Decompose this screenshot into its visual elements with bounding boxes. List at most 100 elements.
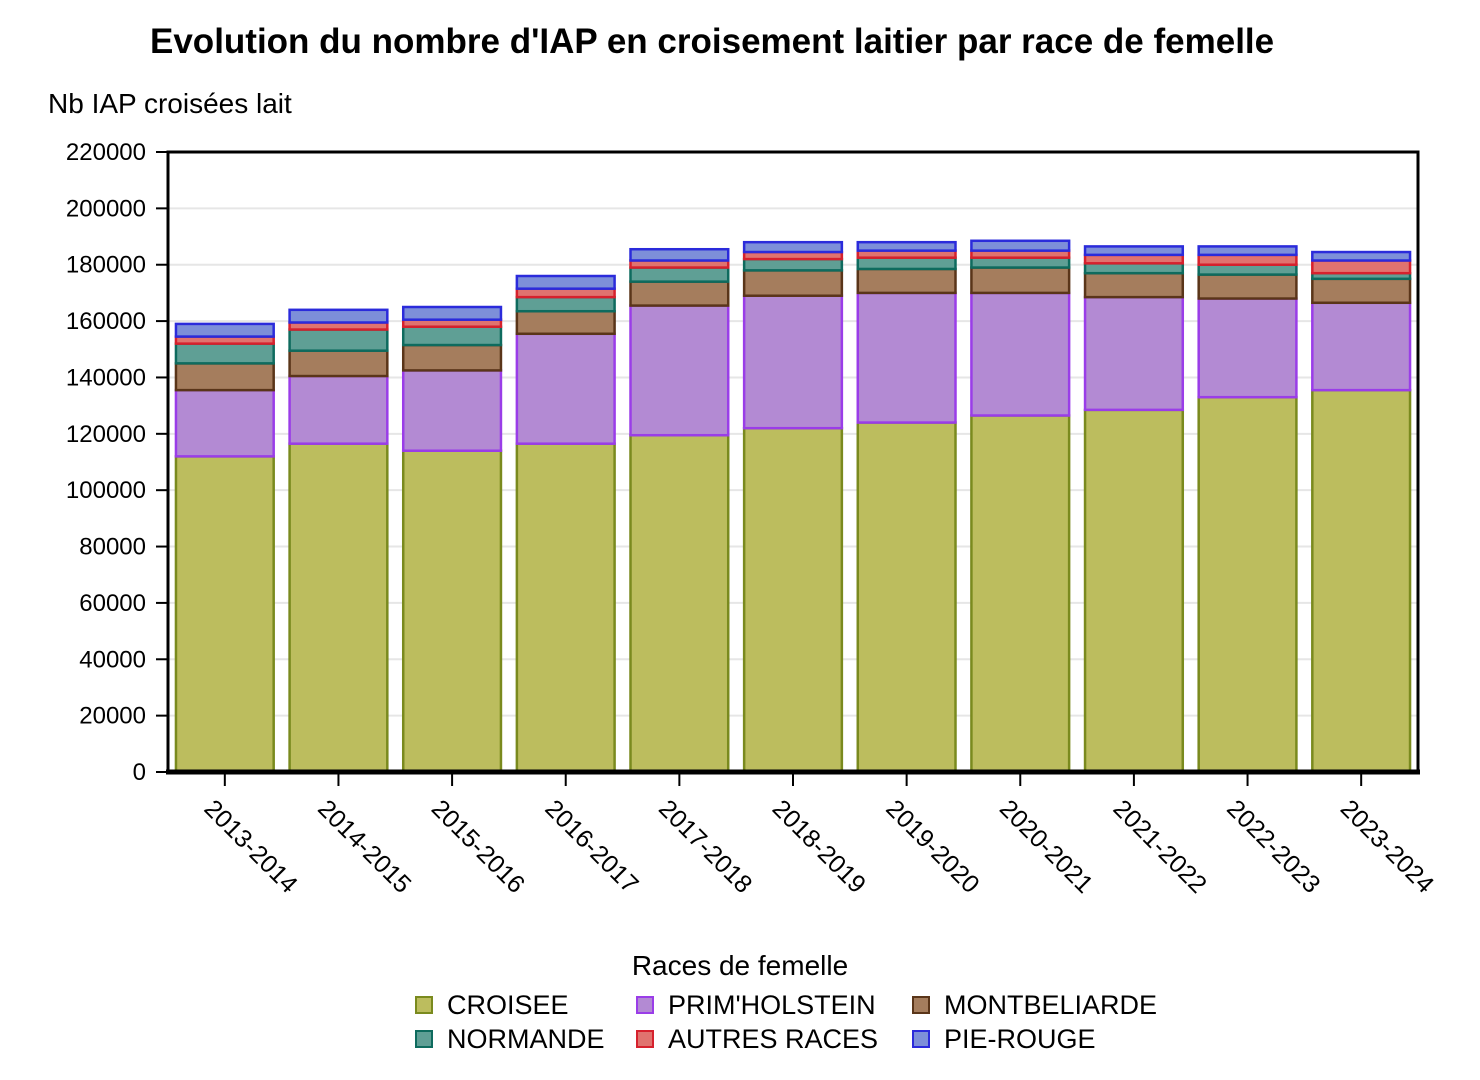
bar-segment-prim-holstein <box>629 304 730 437</box>
bar-stacks <box>174 239 1412 774</box>
y-tick-label: 20000 <box>79 703 146 730</box>
bar-segment-normande <box>401 325 503 347</box>
bar-segment-prim-holstein <box>401 369 503 452</box>
legend-swatch <box>636 996 654 1014</box>
bar-segment-normande <box>1197 263 1298 276</box>
x-axis: 2013-2014 2014-2015 2015-2016 2016-2017 2017… <box>199 772 1439 899</box>
x-tick-label: 2013-2014 <box>199 794 303 898</box>
y-axis-title: Nb IAP croisées lait <box>48 88 292 119</box>
bar-segment-croisee <box>742 426 844 774</box>
bar-segment-pie-rouge <box>1083 245 1185 257</box>
x-tick-label: 2019-2020 <box>880 794 984 898</box>
x-tick-label: 2014-2015 <box>312 794 416 898</box>
bar-segment-autres-races <box>515 287 616 299</box>
bar-segment-croisee <box>970 414 1071 774</box>
bar-segment-croisee <box>174 455 275 774</box>
legend-swatch <box>636 1030 654 1048</box>
bar-segment-montbeliarde <box>401 343 503 372</box>
x-tick-label: 2021-2022 <box>1108 794 1212 898</box>
y-tick-label: 200000 <box>66 195 146 222</box>
legend-item-normande: NORMANDE <box>415 1024 605 1054</box>
bar-segment-croisee <box>288 442 389 774</box>
bar-segment-montbeliarde <box>629 280 730 307</box>
bar-segment-pie-rouge <box>174 322 275 338</box>
bar-segment-croisee <box>401 449 503 774</box>
x-tick-label: 2017-2018 <box>653 794 757 898</box>
bar-stack-2022-2023 <box>1197 245 1298 774</box>
bar-segment-croisee <box>1083 408 1185 774</box>
bar-segment-prim-holstein <box>1197 297 1298 399</box>
y-tick-label: 140000 <box>66 364 146 391</box>
y-tick-label: 180000 <box>66 252 146 279</box>
legend-label: AUTRES RACES <box>668 1023 879 1054</box>
legend-label: PRIM'HOLSTEIN <box>668 989 876 1020</box>
y-tick-label: 220000 <box>66 139 146 166</box>
bar-segment-pie-rouge <box>742 240 844 254</box>
bar-segment-prim-holstein <box>1083 295 1185 412</box>
x-tick-label: 2020-2021 <box>994 794 1098 898</box>
bar-segment-normande <box>856 256 957 271</box>
y-tick-label: 0 <box>133 759 146 786</box>
legend-item-autres-races: AUTRES RACES <box>636 1024 878 1054</box>
x-tick-label: 2022-2023 <box>1221 794 1325 898</box>
bar-stack-2021-2022 <box>1083 245 1185 774</box>
bar-segment-normande <box>742 257 844 272</box>
legend-title: Races de femelle <box>631 950 849 981</box>
bar-segment-croisee <box>629 433 730 774</box>
bar-stack-2017-2018 <box>629 247 730 774</box>
y-tick-label: 80000 <box>79 534 146 561</box>
legend-swatch <box>415 996 433 1014</box>
x-tick-label: 2015-2016 <box>426 794 530 898</box>
bar-segment-croisee <box>1197 395 1298 774</box>
bar-segment-montbeliarde <box>174 362 275 392</box>
bar-stack-2014-2015 <box>288 308 389 774</box>
bar-stack-2018-2019 <box>742 240 844 774</box>
x-tick-label: 2018-2019 <box>767 794 871 898</box>
bar-segment-montbeliarde <box>288 349 389 378</box>
x-tick-label: 2023-2024 <box>1335 794 1439 898</box>
legend-item-croisee: CROISEE <box>415 990 569 1020</box>
bar-segment-croisee <box>1311 388 1412 774</box>
bar-segment-prim-holstein <box>1311 301 1412 392</box>
legend-label: PIE-ROUGE <box>944 1023 1096 1054</box>
y-tick-label: 160000 <box>66 308 146 335</box>
legend-item-montbeliarde: MONTBELIARDE <box>912 990 1157 1020</box>
x-tick-label: 2016-2017 <box>539 794 643 898</box>
bar-segment-autres-races <box>1083 253 1185 265</box>
bar-segment-prim-holstein <box>174 388 275 458</box>
bar-segment-pie-rouge <box>1197 245 1298 257</box>
bar-segment-montbeliarde <box>1197 273 1298 300</box>
bar-segment-montbeliarde <box>856 267 957 295</box>
bar-segment-montbeliarde <box>1083 271 1185 299</box>
legend-swatch <box>912 996 930 1014</box>
bar-segment-croisee <box>856 421 957 774</box>
bar-segment-montbeliarde <box>970 266 1071 295</box>
bar-segment-pie-rouge <box>401 305 503 321</box>
bar-segment-prim-holstein <box>742 294 844 430</box>
bar-stack-2015-2016 <box>401 305 503 774</box>
y-tick-label: 120000 <box>66 421 146 448</box>
bar-stack-2023-2024 <box>1311 250 1412 774</box>
legend-swatch <box>912 1030 930 1048</box>
bar-segment-prim-holstein <box>515 332 616 445</box>
bar-segment-normande <box>288 328 389 352</box>
bar-segment-normande <box>1083 262 1185 275</box>
legend-label: MONTBELIARDE <box>944 989 1158 1020</box>
bar-segment-normande <box>629 266 730 283</box>
bar-segment-pie-rouge <box>288 308 389 324</box>
bar-stack-2016-2017 <box>515 274 616 774</box>
bar-segment-autres-races <box>1311 259 1412 275</box>
y-tick-label: 100000 <box>66 477 146 504</box>
bar-segment-autres-races <box>1197 253 1298 266</box>
bar-segment-pie-rouge <box>970 239 1071 252</box>
bar-segment-normande <box>970 256 1071 269</box>
bar-stack-2013-2014 <box>174 322 275 774</box>
bar-segment-prim-holstein <box>856 291 957 424</box>
bar-segment-pie-rouge <box>856 240 957 252</box>
bar-segment-normande <box>515 295 616 313</box>
bar-stack-2019-2020 <box>856 240 957 774</box>
bar-segment-montbeliarde <box>515 309 616 336</box>
y-axis: 0 20000 40000 60000 80000 100000 120000 140000 1… <box>66 139 168 786</box>
legend-label: NORMANDE <box>447 1023 605 1054</box>
